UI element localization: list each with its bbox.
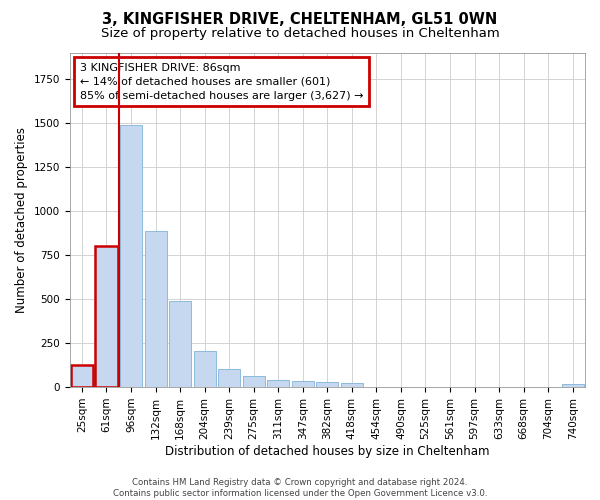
Text: Contains HM Land Registry data © Crown copyright and database right 2024.
Contai: Contains HM Land Registry data © Crown c… — [113, 478, 487, 498]
X-axis label: Distribution of detached houses by size in Cheltenham: Distribution of detached houses by size … — [165, 444, 490, 458]
Text: Size of property relative to detached houses in Cheltenham: Size of property relative to detached ho… — [101, 28, 499, 40]
Bar — [194, 351, 215, 387]
Bar — [267, 380, 289, 387]
Bar — [341, 382, 363, 387]
Bar — [218, 368, 240, 387]
Bar — [242, 376, 265, 387]
Bar — [316, 382, 338, 387]
Text: 3 KINGFISHER DRIVE: 86sqm
← 14% of detached houses are smaller (601)
85% of semi: 3 KINGFISHER DRIVE: 86sqm ← 14% of detac… — [80, 62, 364, 100]
Y-axis label: Number of detached properties: Number of detached properties — [15, 127, 28, 313]
Bar — [120, 124, 142, 387]
Bar — [169, 301, 191, 387]
Bar — [71, 365, 93, 387]
Bar — [292, 381, 314, 387]
Bar — [145, 231, 167, 387]
Bar — [95, 246, 118, 387]
Bar — [562, 384, 584, 387]
Text: 3, KINGFISHER DRIVE, CHELTENHAM, GL51 0WN: 3, KINGFISHER DRIVE, CHELTENHAM, GL51 0W… — [103, 12, 497, 28]
